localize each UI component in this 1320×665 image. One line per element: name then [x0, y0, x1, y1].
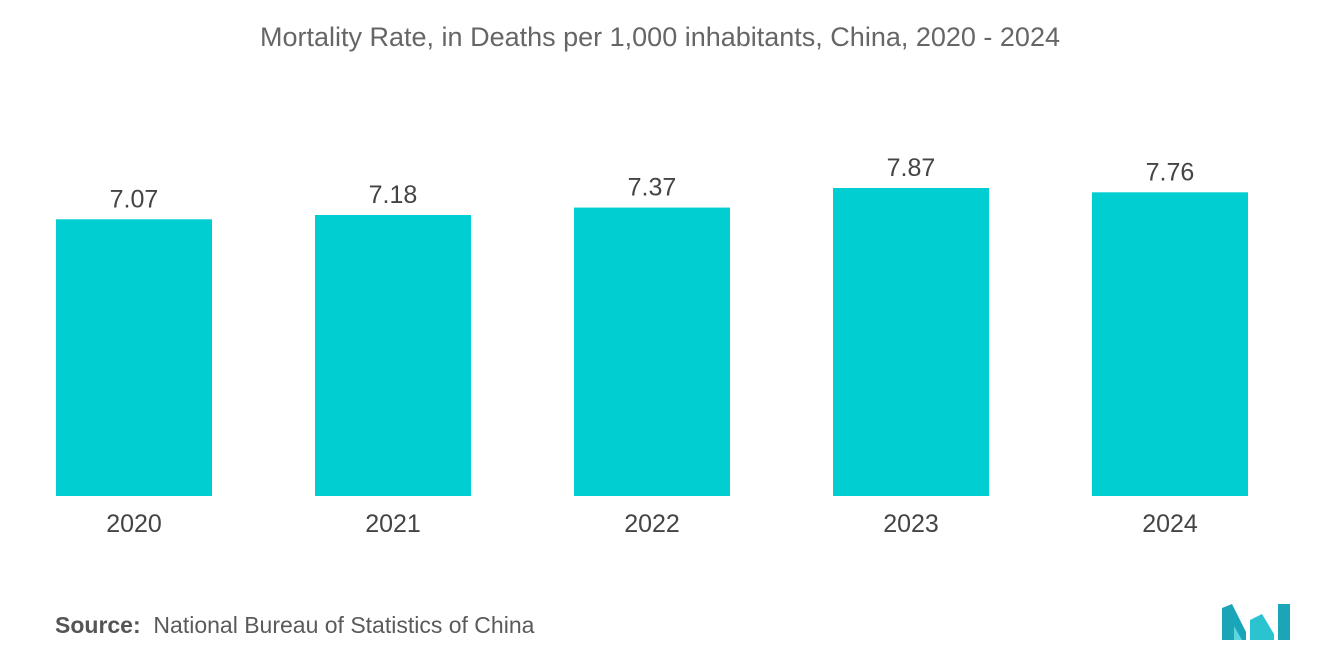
value-label-2022: 7.37 [628, 174, 677, 202]
value-label-2021: 7.18 [369, 181, 418, 209]
value-label-2024: 7.76 [1146, 158, 1195, 186]
value-label-2020: 7.07 [110, 185, 159, 213]
bar-2021 [315, 215, 471, 496]
bar-2024 [1092, 192, 1248, 496]
source-label: Source: [55, 612, 141, 638]
bar-2022 [574, 207, 730, 496]
bar-2023 [833, 188, 989, 496]
chart-title: Mortality Rate, in Deaths per 1,000 inha… [260, 22, 1060, 52]
category-label-2021: 2021 [365, 510, 421, 538]
value-label-2023: 7.87 [887, 154, 936, 182]
source-note: Source: National Bureau of Statistics of… [55, 612, 534, 639]
category-label-2020: 2020 [106, 510, 162, 538]
mordor-intelligence-logo-icon [1222, 604, 1290, 640]
source-text: National Bureau of Statistics of China [153, 612, 535, 638]
category-label-2023: 2023 [883, 510, 939, 538]
category-label-2024: 2024 [1142, 510, 1198, 538]
bar-2020 [56, 219, 212, 496]
category-label-2022: 2022 [624, 510, 680, 538]
